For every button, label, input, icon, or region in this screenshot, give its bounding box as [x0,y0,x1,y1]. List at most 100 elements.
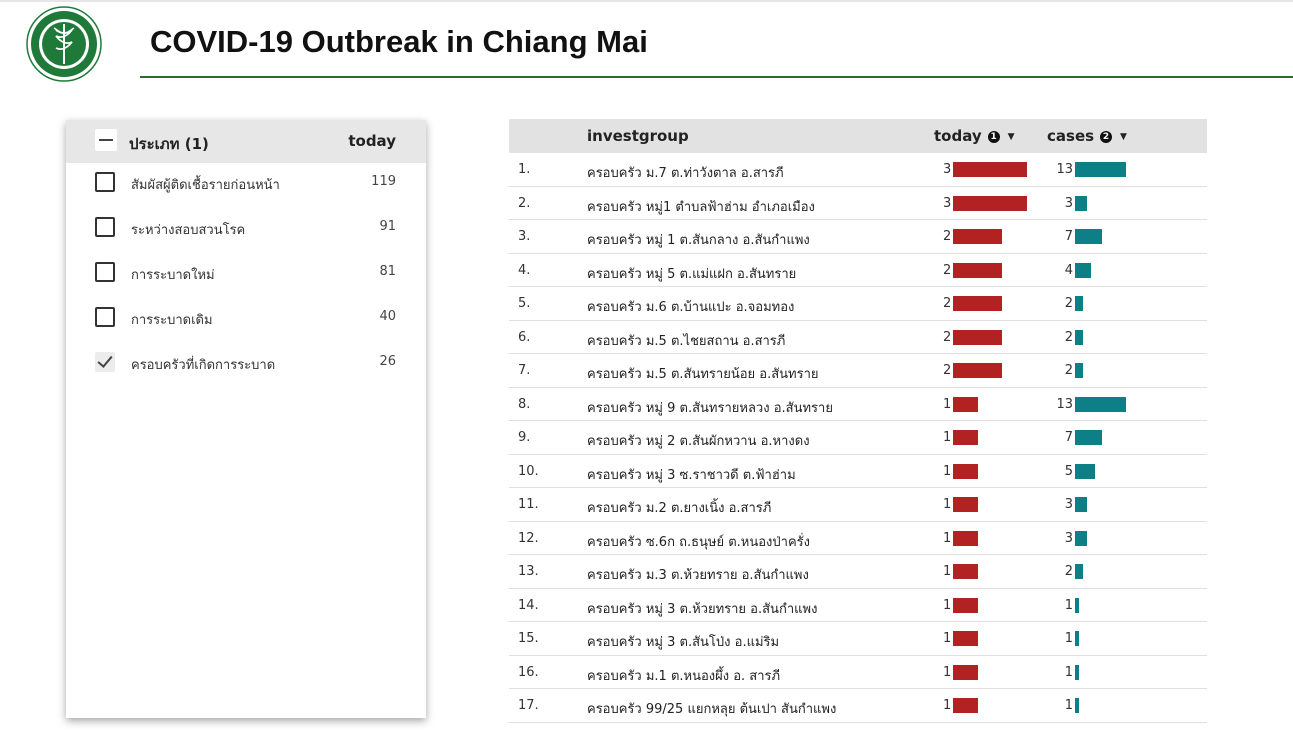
row-today-value: 1 [943,698,952,713]
table-row[interactable]: 9. ครอบครัว หมู่ 2 ต.สันผักหวาน อ.หางดง 1 7 [509,421,1207,455]
today-bar [953,698,978,713]
filter-item-count: 91 [379,219,396,234]
table-row[interactable]: 5. ครอบครัว ม.6 ต.บ้านแปะ อ.จอมทอง 2 2 [509,287,1207,321]
row-index: 16. [518,664,539,680]
row-cases-value: 2 [1064,363,1073,378]
filter-item[interactable]: การระบาดใหม่ 81 [66,254,426,294]
row-today-value: 1 [943,430,952,445]
cases-bar [1075,430,1102,445]
checkbox[interactable] [95,217,115,237]
row-index: 11. [518,497,539,512]
table-row[interactable]: 16. ครอบครัว ม.1 ต.หนองผึ้ง อ. สารภี 1 1 [509,656,1207,689]
row-index: 8. [518,396,531,412]
today-bar [953,597,978,613]
cases-bar [1075,664,1079,680]
today-bar [953,262,1002,278]
table-row[interactable]: 13. ครอบครัว ม.3 ต.ห้วยทราย อ.สันกำแพง 1 2 [509,555,1207,589]
table-row[interactable]: 6. ครอบครัว ม.5 ต.ไชยสถาน อ.สารภี 2 2 [509,321,1207,354]
row-investgroup: ครอบครัว หมู่ 5 ต.แม่แฝก อ.สันทราย [587,266,797,282]
page-title: COVID-19 Outbreak in Chiang Mai [150,24,648,59]
table-row[interactable]: 1. ครอบครัว ม.7 ต.ท่าวังตาล อ.สารภี 3 13 [509,153,1207,187]
row-investgroup: ครอบครัว ม.5 ต.สันทรายน้อย อ.สันทราย [587,367,819,382]
today-header-label: today [934,127,982,145]
row-cases-value: 5 [1064,463,1073,479]
row-index: 3. [518,229,531,244]
row-index: 13. [518,564,539,579]
row-cases-value: 2 [1064,329,1073,345]
row-investgroup: ครอบครัว ซ.6ก ถ.ธนุษย์ ต.หนองป่าครั่ง [587,534,810,550]
row-cases-value: 7 [1064,229,1073,244]
today-bar [953,564,978,579]
today-bar [953,162,1027,177]
top-divider [0,0,1293,2]
sort-order-badge: 2 [1100,130,1113,143]
row-today-value: 3 [943,162,952,177]
row-cases-value: 13 [1056,162,1073,177]
row-index: 1. [518,162,531,177]
cases-bar [1075,262,1091,278]
today-bar [953,296,1002,311]
row-cases-value: 1 [1064,631,1073,646]
table-row[interactable]: 8. ครอบครัว หมู่ 9 ต.สันทรายหลวง อ.สันทรา… [509,388,1207,421]
column-header-cases[interactable]: cases 2 ▼ [1047,127,1127,145]
cases-bar [1075,597,1079,613]
row-cases-value: 1 [1064,597,1073,613]
cases-bar [1075,329,1083,345]
checkmark-icon[interactable] [95,352,115,372]
row-investgroup: ครอบครัว หมู่ 3 ต.ห้วยทราย อ.สันกำแพง [587,601,818,617]
filter-panel-header: ประเภท (1) today [66,120,426,163]
row-cases-value: 13 [1056,396,1073,412]
row-investgroup: ครอบครัว ม.3 ต.ห้วยทราย อ.สันกำแพง [587,568,809,583]
row-investgroup: ครอบครัว หมู่1 ตำบลฟ้าฮ่าม อำเภอเมือง [587,199,815,215]
table-row[interactable]: 12. ครอบครัว ซ.6ก ถ.ธนุษย์ ต.หนองป่าครั่ง… [509,522,1207,555]
today-bar [953,530,978,546]
row-index: 9. [518,430,531,445]
filter-item-label: การระบาดเดิม [131,313,213,328]
today-bar [953,463,978,479]
filter-item-count: 81 [379,264,396,279]
row-cases-value: 4 [1064,262,1073,278]
table-row[interactable]: 15. ครอบครัว หมู่ 3 ต.สันโป่ง อ.แม่ริม 1 1 [509,622,1207,656]
filter-panel: ประเภท (1) today สัมผัสผู้ติดเชื้อรายก่อ… [66,120,426,718]
cases-header-label: cases [1047,127,1095,145]
table-row[interactable]: 4. ครอบครัว หมู่ 5 ต.แม่แฝก อ.สันทราย 2 4 [509,254,1207,287]
table-row[interactable]: 2. ครอบครัว หมู่1 ตำบลฟ้าฮ่าม อำเภอเมือง 3… [509,187,1207,220]
row-investgroup: ครอบครัว หมู่ 2 ต.สันผักหวาน อ.หางดง [587,434,810,449]
cases-bar [1075,363,1083,378]
checkbox[interactable] [95,307,115,327]
row-investgroup: ครอบครัว หมู่ 3 ซ.ราชาวดี ต.ฟ้าฮ่าม [587,467,796,483]
row-cases-value: 2 [1064,296,1073,311]
table-row[interactable]: 17. ครอบครัว 99/25 แยกหลุย ต้นเปา สันกำแพ… [509,689,1207,723]
row-index: 4. [518,262,531,278]
cases-bar [1075,497,1087,512]
filter-column-header[interactable]: today [348,132,396,150]
table-row[interactable]: 10. ครอบครัว หมู่ 3 ซ.ราชาวดี ต.ฟ้าฮ่าม 1 5 [509,455,1207,488]
filter-item[interactable]: ระหว่างสอบสวนโรค 91 [66,209,426,249]
row-index: 17. [518,698,539,713]
filter-item[interactable]: สัมผัสผู้ติดเชื้อรายก่อนหน้า 119 [66,164,426,204]
table-row[interactable]: 3. ครอบครัว หมู่ 1 ต.สันกลาง อ.สันกำแพง 2 7 [509,220,1207,254]
cases-bar [1075,564,1083,579]
table-row[interactable]: 11. ครอบครัว ม.2 ต.ยางเนิ้ง อ.สารภี 1 3 [509,488,1207,522]
filter-item[interactable]: ครอบครัวที่เกิดการระบาด 26 [66,344,426,384]
row-investgroup: ครอบครัว หมู่ 1 ต.สันกลาง อ.สันกำแพง [587,233,810,248]
column-header-today[interactable]: today 1 ▼ [934,127,1015,145]
checkbox[interactable] [95,172,115,192]
cases-bar [1075,463,1095,479]
row-cases-value: 3 [1064,497,1073,512]
today-bar [953,430,978,445]
checkbox[interactable] [95,262,115,282]
table-row[interactable]: 7. ครอบครัว ม.5 ต.สันทรายน้อย อ.สันทราย 2 2 [509,354,1207,388]
row-today-value: 3 [943,195,952,211]
column-header-investgroup[interactable]: investgroup [587,127,689,145]
row-today-value: 2 [943,296,952,311]
filter-item-count: 26 [379,354,396,369]
cases-bar [1075,698,1079,713]
collapse-all-toggle[interactable] [95,129,117,151]
filter-item[interactable]: การระบาดเดิม 40 [66,299,426,339]
row-cases-value: 3 [1064,195,1073,211]
today-bar [953,363,1002,378]
table-row[interactable]: 14. ครอบครัว หมู่ 3 ต.ห้วยทราย อ.สันกำแพง… [509,589,1207,622]
filter-item-label: การระบาดใหม่ [131,268,215,283]
today-bar [953,664,978,680]
